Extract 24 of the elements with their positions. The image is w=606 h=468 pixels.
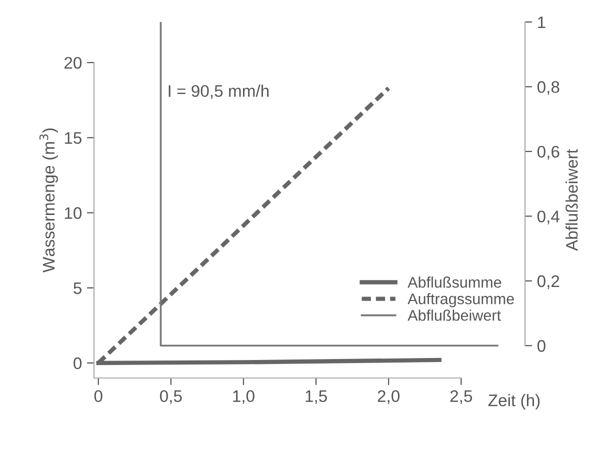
x-tick-label: 1,0 — [233, 390, 254, 404]
x-tick-label: 2,5 — [450, 390, 472, 404]
legend-label: Abflußsumme — [408, 276, 502, 288]
y2-tick-label: 0,2 — [537, 275, 560, 290]
y-tick-label: 10 — [64, 207, 82, 219]
legend-label: Abflußbeiwert — [408, 310, 501, 321]
x-tick-label: 0,5 — [160, 390, 182, 404]
y-tick-label: 15 — [64, 132, 82, 144]
y2-tick-label: 1 — [538, 16, 546, 28]
y2-axis-title: Abflußbeiwert — [566, 149, 578, 251]
x-tick-label: 0 — [94, 390, 102, 402]
y2-tick-label: 0,6 — [537, 146, 560, 160]
y2-tick-label: 0,8 — [537, 81, 560, 95]
y-axis-title: Wassermenge (m$^{3}$) — [39, 128, 58, 273]
y-tick-label: 0 — [74, 357, 82, 370]
annotation: I = 90,5 mm/h — [168, 84, 269, 99]
x-axis-title: Zeit (h) — [488, 394, 540, 410]
x-tick-label: 2,0 — [378, 390, 400, 404]
x-tick-label: 1,5 — [306, 390, 327, 404]
y-tick-label: 5 — [74, 282, 82, 294]
y2-tick-label: 0,4 — [537, 210, 560, 224]
y-tick-label: 20 — [64, 56, 82, 69]
y2-tick-label: 0 — [537, 340, 546, 352]
legend-label: Auftragssumme — [408, 293, 514, 308]
